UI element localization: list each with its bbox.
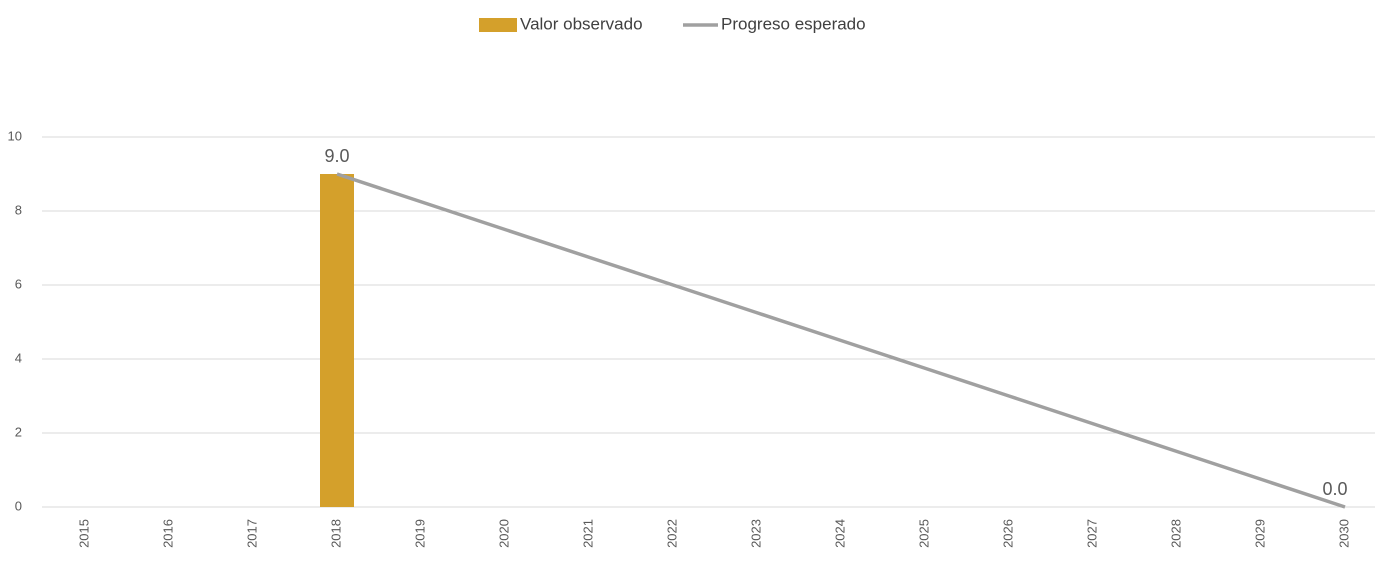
x-tick-label: 2028 — [1168, 519, 1183, 548]
x-tick-label: 2016 — [160, 519, 175, 548]
x-tick-label: 2018 — [328, 519, 343, 548]
legend-swatch — [479, 18, 517, 32]
bar — [320, 174, 354, 507]
legend-label: Valor observado — [520, 14, 643, 33]
y-tick-label: 0 — [15, 498, 22, 513]
x-tick-label: 2021 — [580, 519, 595, 548]
legend-label: Progreso esperado — [721, 14, 866, 33]
x-tick-label: 2015 — [76, 519, 91, 548]
x-tick-label: 2020 — [496, 519, 511, 548]
y-tick-label: 6 — [15, 276, 22, 291]
x-tick-label: 2029 — [1252, 519, 1267, 548]
data-label: 9.0 — [324, 146, 349, 166]
x-tick-label: 2026 — [1000, 519, 1015, 548]
y-tick-label: 10 — [8, 128, 22, 143]
x-tick-label: 2019 — [412, 519, 427, 548]
x-tick-label: 2024 — [832, 519, 847, 548]
y-tick-label: 4 — [15, 350, 22, 365]
line — [336, 172, 1346, 509]
data-label: 0.0 — [1322, 479, 1347, 499]
x-tick-label: 2025 — [916, 519, 931, 548]
x-tick-label: 2023 — [748, 519, 763, 548]
x-tick-label: 2030 — [1336, 519, 1351, 548]
y-tick-label: 8 — [15, 202, 22, 217]
x-tick-label: 2017 — [244, 519, 259, 548]
x-tick-label: 2027 — [1084, 519, 1099, 548]
x-tick-label: 2022 — [664, 519, 679, 548]
y-tick-label: 2 — [15, 424, 22, 439]
